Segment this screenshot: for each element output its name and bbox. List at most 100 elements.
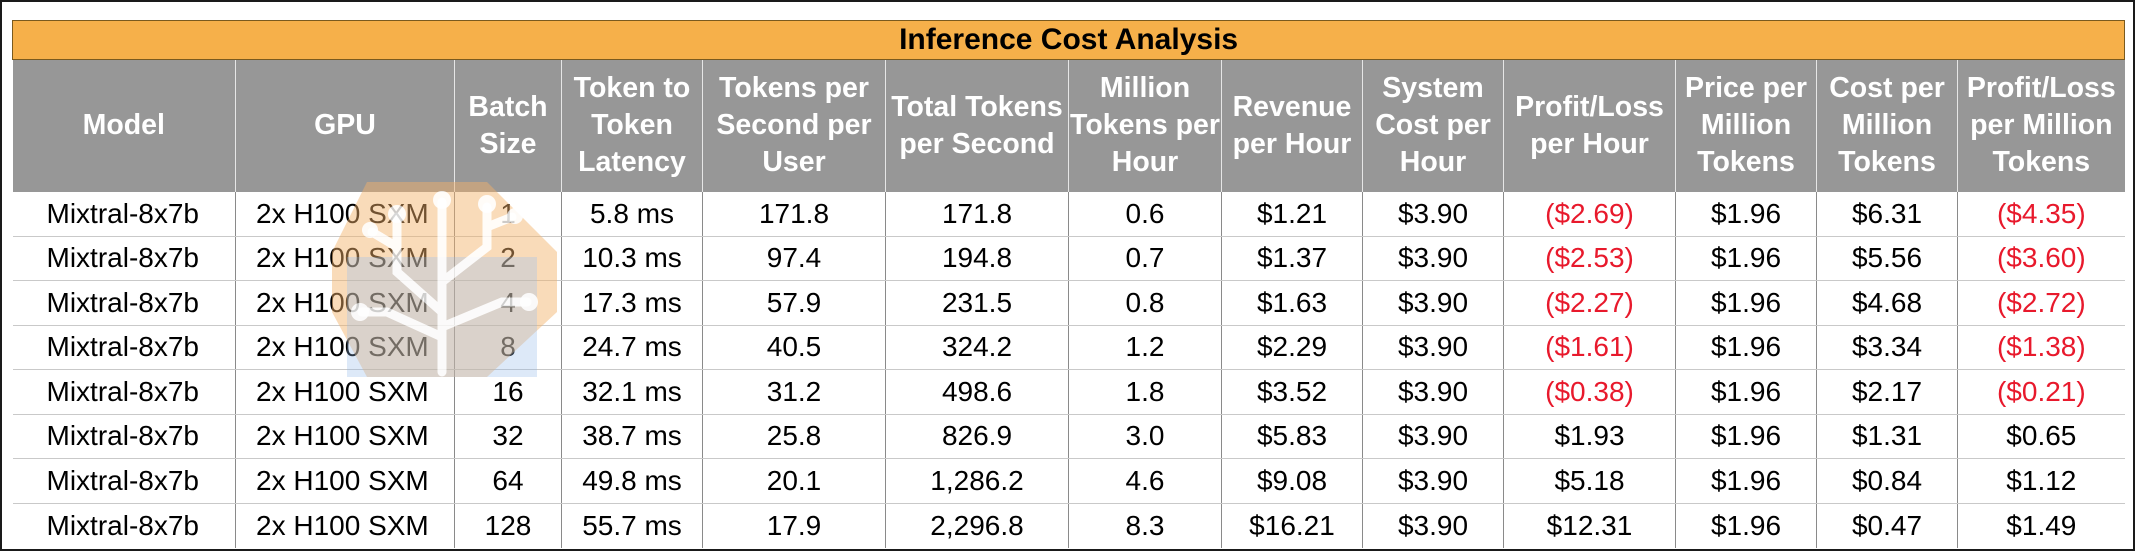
table-cell: 8.3 (1068, 503, 1222, 548)
table-cell: $3.90 (1362, 414, 1504, 459)
table-cell: $1.96 (1675, 191, 1817, 237)
table-cell: $1.21 (1221, 191, 1363, 237)
column-header: Total Tokens per Second (885, 59, 1069, 192)
table-cell: $0.65 (1957, 414, 2125, 459)
table-cell: 38.7 ms (561, 414, 703, 459)
column-header: System Cost per Hour (1362, 59, 1504, 192)
table-cell: Mixtral-8x7b (12, 325, 236, 370)
inference-cost-table: Inference Cost Analysis Model GPU Batch Si… (11, 20, 2126, 548)
table-cell: 2 (454, 236, 562, 281)
table-cell: 4 (454, 280, 562, 326)
table-cell: $1.96 (1675, 280, 1817, 326)
table-cell: $3.90 (1362, 325, 1504, 370)
table-row: Mixtral-8x7b 2x H100 SXM 16 32.1 ms 31.2 498.… (12, 369, 2125, 415)
table-cell: $1.37 (1221, 236, 1363, 281)
table-row: Mixtral-8x7b 2x H100 SXM 64 49.8 ms 20.1 1,28… (12, 458, 2125, 504)
column-header: Million Tokens per Hour (1068, 59, 1222, 192)
table-cell: 32.1 ms (561, 369, 703, 415)
table-cell: 2x H100 SXM (235, 458, 455, 504)
table-cell: $3.34 (1816, 325, 1958, 370)
table-cell: 826.9 (885, 414, 1069, 459)
column-header: GPU (235, 59, 455, 192)
table-cell: 8 (454, 325, 562, 370)
table-cell: $3.52 (1221, 369, 1363, 415)
table-cell: ($2.27) (1503, 280, 1676, 326)
table-cell: $5.56 (1816, 236, 1958, 281)
column-header: Price per Million Tokens (1675, 59, 1817, 192)
table-cell: 17.9 (702, 503, 886, 548)
table-cell: ($1.61) (1503, 325, 1676, 370)
column-header: Revenue per Hour (1221, 59, 1363, 192)
table-cell: 171.8 (885, 191, 1069, 237)
table-cell: 2x H100 SXM (235, 325, 455, 370)
table-cell: 5.8 ms (561, 191, 703, 237)
table-cell: $1.96 (1675, 325, 1817, 370)
table-row: Mixtral-8x7b 2x H100 SXM 4 17.3 ms 57.9 231.5… (12, 280, 2125, 326)
table-cell: Mixtral-8x7b (12, 414, 236, 459)
table-cell: 498.6 (885, 369, 1069, 415)
table-cell: $1.63 (1221, 280, 1363, 326)
table-cell: $3.90 (1362, 280, 1504, 326)
table-cell: 324.2 (885, 325, 1069, 370)
column-header: Cost per Million Tokens (1816, 59, 1958, 192)
table-cell: 4.6 (1068, 458, 1222, 504)
table-cell: 2x H100 SXM (235, 236, 455, 281)
table-cell: ($1.38) (1957, 325, 2125, 370)
table-row: Mixtral-8x7b 2x H100 SXM 8 24.7 ms 40.5 324.2… (12, 325, 2125, 370)
table-cell: Mixtral-8x7b (12, 191, 236, 237)
column-header: Profit/Loss per Million Tokens (1957, 59, 2125, 192)
table-cell: 17.3 ms (561, 280, 703, 326)
table-cell: Mixtral-8x7b (12, 280, 236, 326)
table-cell: 1.8 (1068, 369, 1222, 415)
table-cell: $0.47 (1816, 503, 1958, 548)
table-cell: 57.9 (702, 280, 886, 326)
table-cell: $1.93 (1503, 414, 1676, 459)
table-cell: 32 (454, 414, 562, 459)
table-cell: $2.29 (1221, 325, 1363, 370)
table-cell: 0.8 (1068, 280, 1222, 326)
table-cell: $3.90 (1362, 191, 1504, 237)
table-cell: $4.68 (1816, 280, 1958, 326)
table-cell: 171.8 (702, 191, 886, 237)
column-header: Model (12, 59, 236, 192)
table-cell: 128 (454, 503, 562, 548)
table-cell: $6.31 (1816, 191, 1958, 237)
table-cell: $5.83 (1221, 414, 1363, 459)
table-cell: $2.17 (1816, 369, 1958, 415)
table-cell: Mixtral-8x7b (12, 503, 236, 548)
table-cell: ($3.60) (1957, 236, 2125, 281)
table-cell: 10.3 ms (561, 236, 703, 281)
table-cell: 1 (454, 191, 562, 237)
table-cell: 2x H100 SXM (235, 414, 455, 459)
table-cell: 231.5 (885, 280, 1069, 326)
table-cell: 49.8 ms (561, 458, 703, 504)
column-header: Tokens per Second per User (702, 59, 886, 192)
table-row: Mixtral-8x7b 2x H100 SXM 2 10.3 ms 97.4 194.8… (12, 236, 2125, 281)
table-cell: ($2.69) (1503, 191, 1676, 237)
table-cell: Mixtral-8x7b (12, 369, 236, 415)
table-cell: $12.31 (1503, 503, 1676, 548)
table-cell: Mixtral-8x7b (12, 236, 236, 281)
table-cell: 1.2 (1068, 325, 1222, 370)
table-cell: 2x H100 SXM (235, 369, 455, 415)
table-cell: 2x H100 SXM (235, 191, 455, 237)
table-cell: 97.4 (702, 236, 886, 281)
table-cell: $9.08 (1221, 458, 1363, 504)
table-cell: 2,296.8 (885, 503, 1069, 548)
table-cell: ($2.72) (1957, 280, 2125, 326)
table-cell: $0.84 (1816, 458, 1958, 504)
table-cell: 0.6 (1068, 191, 1222, 237)
table-cell: ($0.38) (1503, 369, 1676, 415)
table-cell: 24.7 ms (561, 325, 703, 370)
table-cell: $1.96 (1675, 236, 1817, 281)
table-cell: 2x H100 SXM (235, 280, 455, 326)
table-cell: 20.1 (702, 458, 886, 504)
table-cell: Mixtral-8x7b (12, 458, 236, 504)
table-cell: 55.7 ms (561, 503, 703, 548)
table-cell: 0.7 (1068, 236, 1222, 281)
table-row: Mixtral-8x7b 2x H100 SXM 128 55.7 ms 17.9 2,2… (12, 503, 2125, 548)
table-cell: 64 (454, 458, 562, 504)
table-cell: $1.96 (1675, 503, 1817, 548)
table-cell: $3.90 (1362, 236, 1504, 281)
